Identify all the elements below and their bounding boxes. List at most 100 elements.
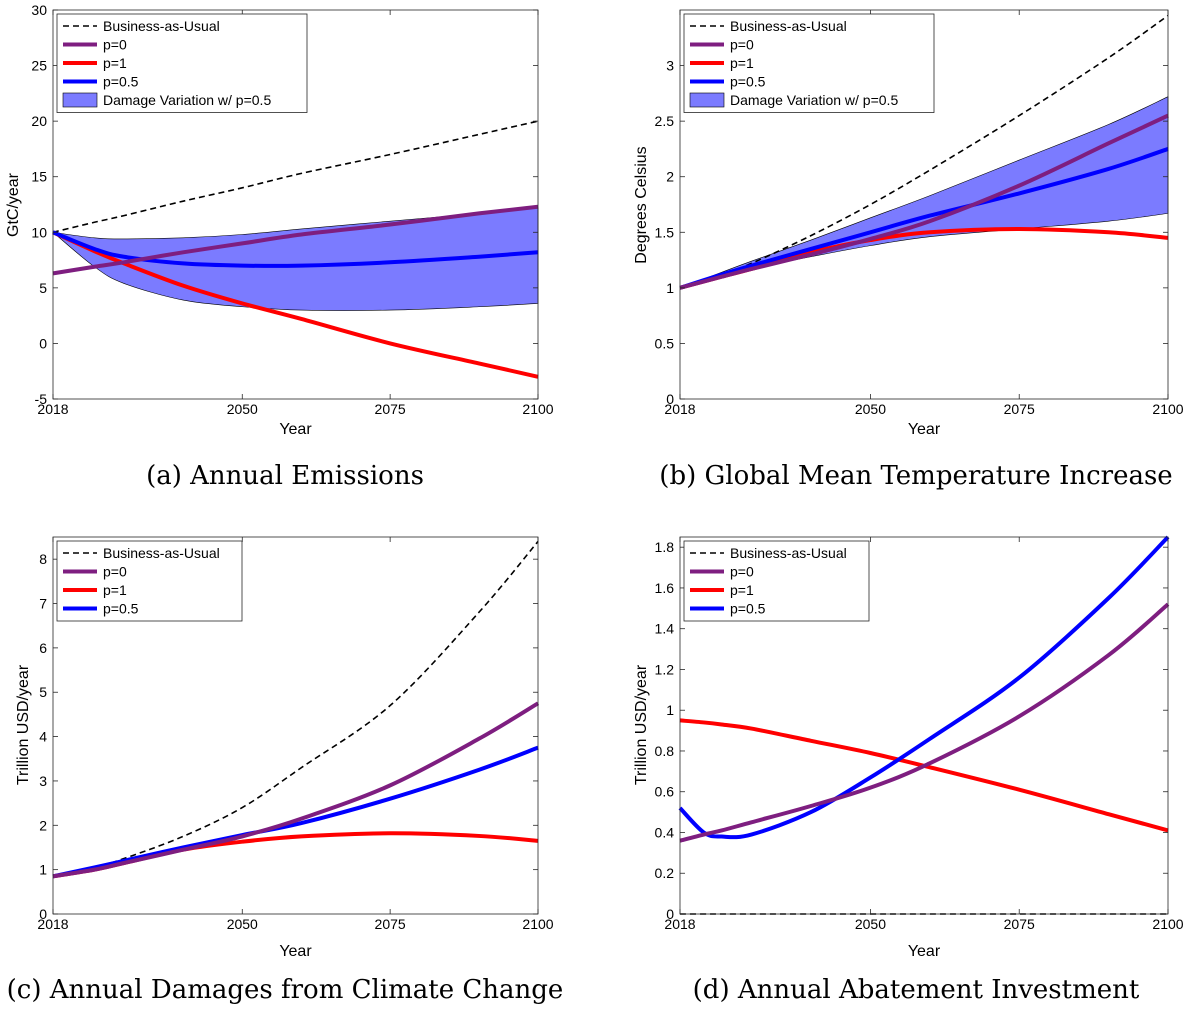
- legend-key-damage-variation-w-p-0-5: [689, 92, 725, 108]
- axes-box: [52, 536, 539, 915]
- legend-label: Damage Variation w/ p=0.5: [103, 92, 271, 108]
- legend-label: p=0: [730, 37, 754, 53]
- axes-box: [52, 9, 539, 400]
- y-tick-label: 3: [39, 773, 47, 789]
- y-tick-label: 0.2: [655, 865, 675, 881]
- x-tick-label: 2075: [375, 401, 406, 417]
- y-axis-label: Trillion USD/year: [633, 664, 650, 785]
- series-line-p-0-5: [52, 230, 539, 268]
- legend-label: Business-as-Usual: [730, 18, 847, 34]
- x-tick-label: 2100: [522, 916, 553, 932]
- x-tick-label: 2018: [37, 401, 68, 417]
- series-line-p-0: [679, 113, 1169, 290]
- legend-label: p=1: [103, 582, 127, 598]
- x-tick-label: 2075: [375, 916, 406, 932]
- legend-label: p=0: [103, 564, 127, 580]
- x-tick-label: 2018: [37, 916, 68, 932]
- series-line-p-1: [679, 718, 1169, 833]
- y-tick-label: 0: [666, 391, 674, 407]
- x-axis-label: Year: [279, 943, 312, 960]
- x-axis-label: Year: [279, 421, 312, 438]
- y-tick-label: 3: [666, 58, 674, 74]
- y-tick-label: 0.6: [655, 784, 675, 800]
- y-tick-label: 8: [39, 551, 47, 567]
- y-axis-label: Trillion USD/year: [15, 664, 32, 785]
- x-tick-label: 2100: [522, 401, 553, 417]
- x-axis-label: Year: [908, 943, 941, 960]
- legend-label: p=0.5: [730, 74, 766, 90]
- x-tick-label: 2075: [1004, 401, 1035, 417]
- y-tick-label: 1.8: [655, 539, 675, 555]
- series-line-p-0: [52, 701, 540, 879]
- legend-label: Business-as-Usual: [103, 545, 220, 561]
- y-axis-label: GtC/year: [5, 172, 22, 237]
- chart-panel-2: 2018 2050 2075 2100 0 0.5 1 1.5 2 2.5 3 Year Degrees…: [633, 9, 1184, 491]
- y-axis-label: Degrees Celsius: [633, 146, 650, 263]
- legend: Business-as-Usual p=0 p=1 p=0.5 Damage Varia…: [56, 13, 308, 113]
- y-tick-label: 1.4: [655, 621, 675, 637]
- y-tick-label: 0.8: [655, 743, 675, 759]
- x-tick-label: 2018: [664, 916, 695, 932]
- x-axis-label: Year: [908, 421, 941, 438]
- y-tick-label: 1.2: [655, 661, 675, 677]
- x-tick-label: 2075: [1004, 916, 1035, 932]
- y-tick-label: 0.5: [655, 335, 675, 351]
- subfigure-caption: (a) Annual Emissions: [146, 461, 424, 491]
- subfigure-caption: (c) Annual Damages from Climate Change: [7, 975, 564, 1005]
- x-tick-label: 2050: [227, 401, 258, 417]
- y-tick-label: 15: [31, 169, 47, 185]
- series-line-p-1: [52, 230, 539, 379]
- series-line-p-0-5: [678, 535, 1170, 840]
- y-tick-label: 6: [39, 640, 47, 656]
- legend-label: Damage Variation w/ p=0.5: [730, 92, 898, 108]
- legend: Business-as-Usual p=0 p=1 p=0.5: [56, 540, 243, 622]
- y-tick-label: 5: [39, 280, 47, 296]
- chart-panel-4: 2018 2050 2075 2100 0 0.2 0.4 0.6 0.8 1 1.2 1.4 1.6 1…: [633, 535, 1184, 1005]
- legend-box: [683, 13, 935, 113]
- series-line-p-0-5: [679, 147, 1169, 290]
- legend-label: Business-as-Usual: [730, 545, 847, 561]
- y-tick-label: 2: [39, 817, 47, 833]
- y-tick-label: 30: [31, 2, 47, 18]
- x-tick-label: 2050: [227, 916, 258, 932]
- series-line-business-as-usual: [52, 120, 539, 234]
- legend-label: p=1: [730, 55, 754, 71]
- y-tick-label: 20: [31, 113, 47, 129]
- legend-label: p=0.5: [103, 601, 139, 617]
- legend-label: p=0: [103, 37, 127, 53]
- x-tick-label: 2050: [855, 916, 886, 932]
- legend-label: Business-as-Usual: [103, 18, 220, 34]
- y-tick-label: 2: [666, 169, 674, 185]
- y-tick-label: 0: [39, 335, 47, 351]
- axes-box: [679, 9, 1169, 400]
- y-tick-label: 7: [39, 596, 47, 612]
- legend: Business-as-Usual p=0 p=1 p=0.5: [683, 540, 870, 622]
- y-tick-label: 2.5: [655, 113, 675, 129]
- y-tick-label: 5: [39, 684, 47, 700]
- x-tick-label: 2100: [1152, 916, 1183, 932]
- subfigure-caption: (d) Annual Abatement Investment: [693, 975, 1140, 1005]
- legend-label: p=0.5: [730, 601, 766, 617]
- legend-label: p=0: [730, 564, 754, 580]
- legend-label: p=1: [103, 55, 127, 71]
- y-tick-label: -5: [35, 391, 48, 407]
- y-tick-label: 0.4: [655, 824, 675, 840]
- chart-panel-3: 2018 2050 2075 2100 0 1 2 3 4 5 6 7 8 Year Trillion US…: [7, 536, 564, 1005]
- y-tick-label: 1: [666, 702, 674, 718]
- y-tick-label: 1: [666, 280, 674, 296]
- y-tick-label: 0: [39, 906, 47, 922]
- y-tick-label: 25: [31, 58, 47, 74]
- chart-panel-1: 2018 2050 2075 2100 -5 0 5 10 15 20 25 30 Year GtC/ye…: [5, 2, 554, 491]
- y-tick-label: 10: [31, 224, 47, 240]
- y-tick-label: 4: [39, 729, 47, 745]
- legend: Business-as-Usual p=0 p=1 p=0.5 Damage Varia…: [683, 13, 935, 113]
- series-line-business-as-usual: [679, 14, 1169, 289]
- series-line-p-0: [52, 204, 539, 276]
- x-tick-label: 2018: [664, 401, 695, 417]
- legend-label: p=1: [730, 582, 754, 598]
- y-tick-label: 0: [666, 906, 674, 922]
- subfigure-caption: (b) Global Mean Temperature Increase: [659, 461, 1172, 491]
- legend-key-damage-variation-w-p-0-5: [62, 92, 98, 108]
- y-tick-label: 1.6: [655, 580, 675, 596]
